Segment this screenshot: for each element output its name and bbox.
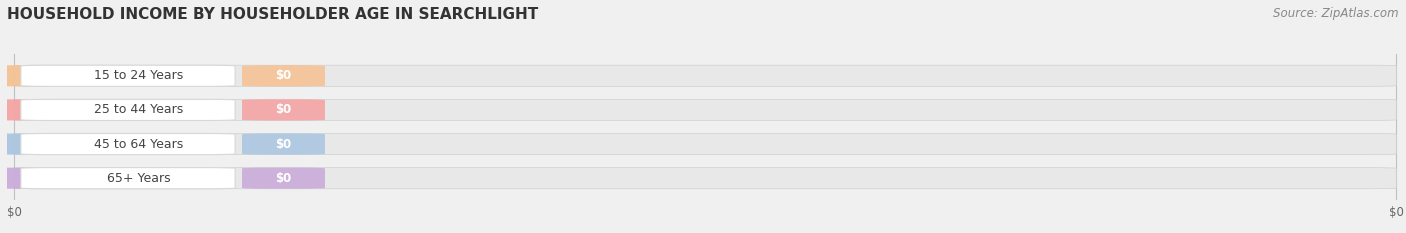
FancyBboxPatch shape <box>14 65 1396 86</box>
FancyBboxPatch shape <box>242 168 325 189</box>
Text: 25 to 44 Years: 25 to 44 Years <box>94 103 184 116</box>
FancyBboxPatch shape <box>21 65 235 86</box>
FancyBboxPatch shape <box>0 65 62 86</box>
FancyBboxPatch shape <box>14 134 1396 155</box>
FancyBboxPatch shape <box>21 134 235 155</box>
FancyBboxPatch shape <box>21 99 235 120</box>
Text: 65+ Years: 65+ Years <box>107 172 172 185</box>
FancyBboxPatch shape <box>242 65 325 86</box>
FancyBboxPatch shape <box>242 99 325 120</box>
FancyBboxPatch shape <box>0 134 62 155</box>
Text: HOUSEHOLD INCOME BY HOUSEHOLDER AGE IN SEARCHLIGHT: HOUSEHOLD INCOME BY HOUSEHOLDER AGE IN S… <box>7 7 538 22</box>
FancyBboxPatch shape <box>21 168 235 189</box>
Text: 15 to 24 Years: 15 to 24 Years <box>94 69 184 82</box>
FancyBboxPatch shape <box>242 134 325 155</box>
Text: $0: $0 <box>276 137 291 151</box>
FancyBboxPatch shape <box>14 99 1396 120</box>
Text: 45 to 64 Years: 45 to 64 Years <box>94 137 184 151</box>
FancyBboxPatch shape <box>0 99 62 120</box>
Text: $0: $0 <box>276 103 291 116</box>
FancyBboxPatch shape <box>0 168 62 189</box>
Text: $0: $0 <box>276 69 291 82</box>
Text: $0: $0 <box>276 172 291 185</box>
Text: Source: ZipAtlas.com: Source: ZipAtlas.com <box>1274 7 1399 20</box>
FancyBboxPatch shape <box>14 168 1396 189</box>
